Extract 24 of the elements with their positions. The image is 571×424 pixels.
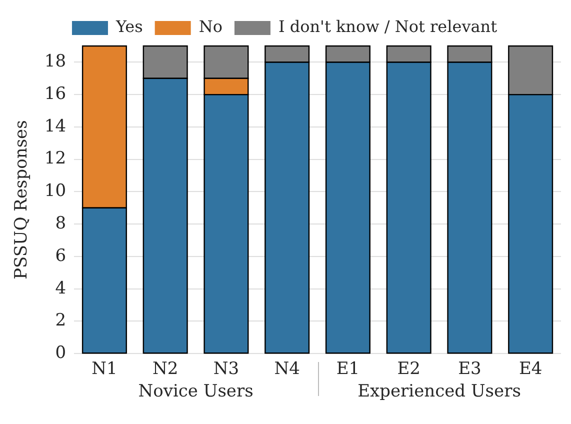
legend-label: Yes xyxy=(114,17,143,36)
y-tick-label: 4 xyxy=(55,278,66,298)
y-tick-label: 0 xyxy=(55,343,66,364)
x-tick-label: N4 xyxy=(274,359,300,380)
x-tick-label: E1 xyxy=(336,359,360,380)
x-tick-label: E4 xyxy=(518,359,542,380)
legend-label: I don't know / Not relevant xyxy=(278,17,498,36)
legend-label: No xyxy=(198,17,222,36)
x-tick-label: N2 xyxy=(152,359,178,380)
y-tick-label: 6 xyxy=(55,246,66,266)
x-tick-label: N3 xyxy=(213,359,240,380)
x-tick-label: N1 xyxy=(92,359,118,380)
x-tick-label: E2 xyxy=(397,359,420,380)
text: Novice Users xyxy=(138,382,254,402)
y-tick-label: 16 xyxy=(44,84,66,104)
y-tick-label: 8 xyxy=(55,214,66,234)
text: Experienced Users xyxy=(358,382,521,402)
y-tick-label: 18 xyxy=(44,52,66,72)
y-tick-label: 2 xyxy=(55,310,66,331)
x-tick-label: E3 xyxy=(458,359,482,380)
y-axis-title: PSSUQ Responses xyxy=(12,120,32,280)
y-tick-label: 14 xyxy=(44,116,66,136)
y-tick-label: 10 xyxy=(44,181,66,202)
y-tick-label: 12 xyxy=(44,148,66,169)
